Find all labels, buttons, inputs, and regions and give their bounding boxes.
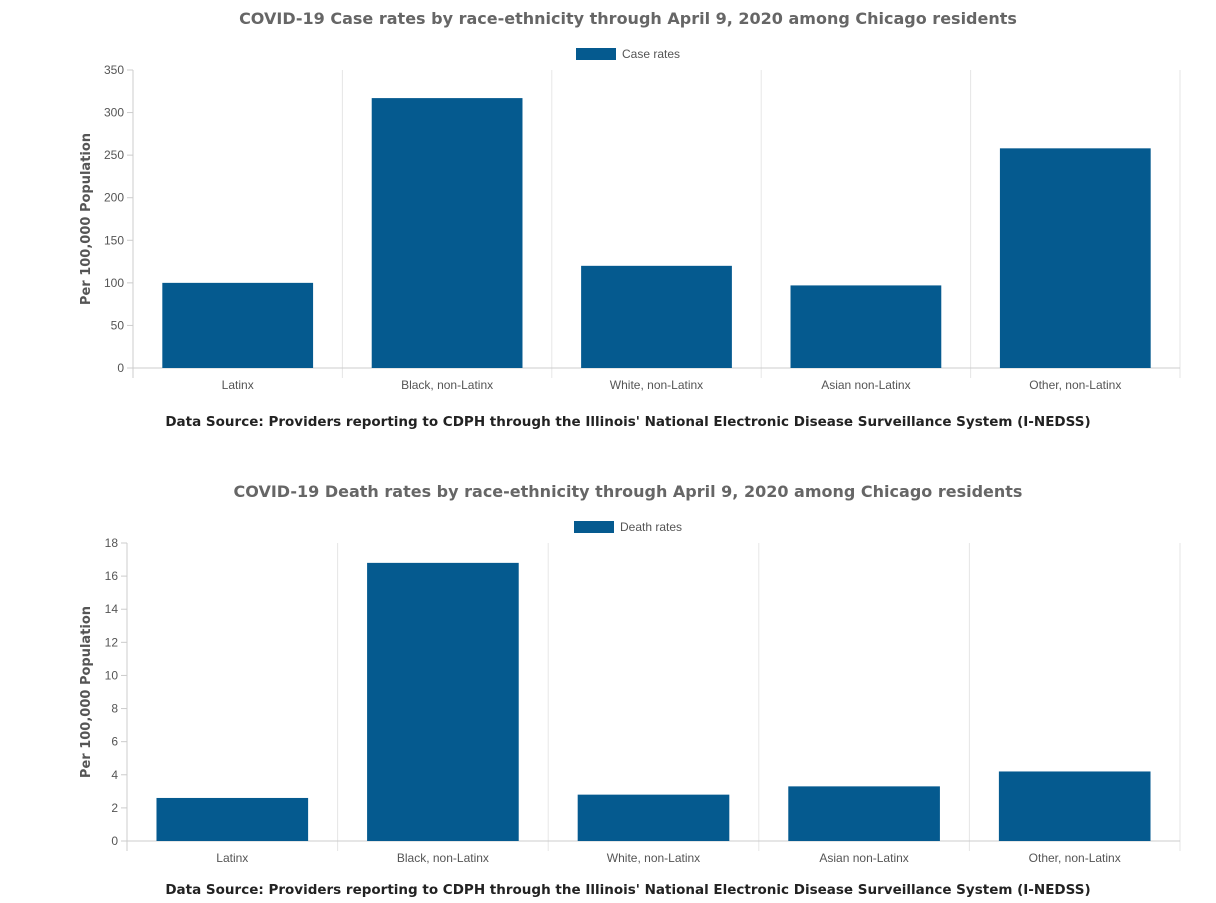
death-rates-chart-svg: COVID-19 Death rates by race-ethnicity t… — [79, 482, 1181, 865]
bar — [162, 282, 314, 368]
bar — [577, 794, 730, 841]
y-tick-label: 350 — [104, 63, 124, 77]
x-tick-label: White, non-Latinx — [607, 851, 700, 865]
x-tick-label: Asian non-Latinx — [821, 378, 910, 392]
y-tick-label: 8 — [111, 702, 118, 716]
y-tick-label: 50 — [111, 318, 125, 332]
y-tick-label: 10 — [105, 668, 119, 682]
y-tick-label: 6 — [111, 735, 118, 749]
bar — [998, 771, 1151, 841]
y-tick-label: 18 — [105, 536, 119, 550]
legend-label: Case rates — [622, 47, 680, 61]
x-tick-label: Asian non-Latinx — [819, 851, 908, 865]
y-axis-title: Per 100,000 Population — [79, 133, 94, 305]
bar — [790, 285, 942, 368]
y-tick-label: 2 — [111, 801, 118, 815]
x-tick-label: Other, non-Latinx — [1029, 851, 1121, 865]
case-rates-data-source: Data Source: Providers reporting to CDPH… — [165, 414, 1091, 430]
x-tick-label: Latinx — [222, 378, 254, 392]
legend-swatch — [574, 521, 614, 533]
y-tick-label: 16 — [105, 569, 119, 583]
y-tick-label: 4 — [111, 768, 118, 782]
x-tick-label: Black, non-Latinx — [401, 378, 493, 392]
chart-title: COVID-19 Death rates by race-ethnicity t… — [234, 482, 1023, 501]
chart-title: COVID-19 Case rates by race-ethnicity th… — [239, 9, 1017, 28]
y-tick-label: 0 — [117, 361, 124, 375]
death-rates-data-source: Data Source: Providers reporting to CDPH… — [165, 882, 1091, 898]
bar — [367, 562, 519, 841]
case-rates-chart: COVID-19 Case rates by race-ethnicity th… — [0, 0, 1216, 450]
x-tick-label: White, non-Latinx — [610, 378, 703, 392]
x-tick-label: Black, non-Latinx — [397, 851, 489, 865]
y-axis-title: Per 100,000 Population — [79, 606, 94, 778]
bar — [156, 797, 309, 841]
y-tick-label: 12 — [105, 635, 119, 649]
y-tick-label: 250 — [104, 148, 124, 162]
bar — [371, 98, 523, 369]
y-tick-label: 300 — [104, 106, 124, 120]
bar — [999, 148, 1151, 368]
legend-label: Death rates — [620, 520, 682, 534]
x-tick-label: Latinx — [216, 851, 248, 865]
y-tick-label: 14 — [105, 602, 119, 616]
legend-swatch — [576, 48, 616, 60]
bar — [581, 265, 732, 368]
y-tick-label: 100 — [104, 276, 124, 290]
bar — [788, 786, 940, 841]
case-rates-chart-svg: COVID-19 Case rates by race-ethnicity th… — [79, 9, 1181, 392]
y-tick-label: 150 — [104, 233, 124, 247]
death-rates-chart: COVID-19 Death rates by race-ethnicity t… — [0, 473, 1216, 903]
x-tick-label: Other, non-Latinx — [1029, 378, 1121, 392]
y-tick-label: 200 — [104, 191, 124, 205]
y-tick-label: 0 — [111, 834, 118, 848]
